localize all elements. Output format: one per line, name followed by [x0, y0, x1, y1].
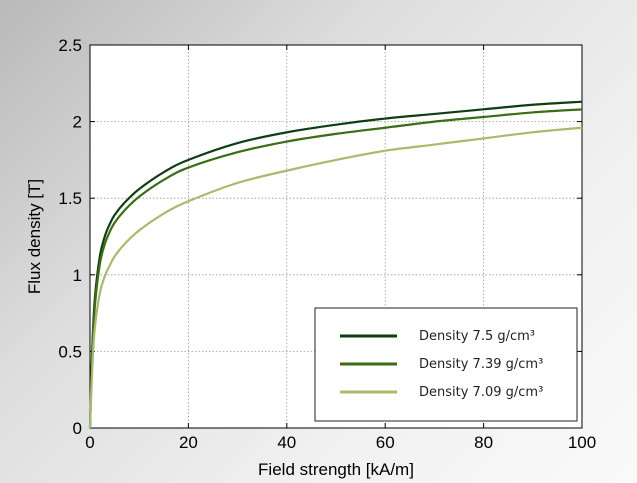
series-lines [88, 100, 583, 429]
x-tick-label: 80 [474, 433, 493, 452]
y-tick-label: 0.5 [58, 342, 82, 361]
y-axis-label: Flux density [T] [25, 179, 44, 294]
series-line-3 [88, 126, 583, 429]
x-axis-label: Field strength [kA/m] [258, 460, 414, 479]
y-tick-label: 1.5 [58, 189, 82, 208]
x-tick-label: 40 [277, 433, 296, 452]
y-tick-label: 0 [73, 419, 82, 438]
series-line-2 [88, 108, 583, 429]
legend: Density 7.5 g/cm³ Density 7.39 g/cm³ Densi… [314, 307, 578, 422]
x-tick-label: 0 [85, 433, 94, 452]
series-line-1 [88, 100, 583, 429]
y-tick-label: 2 [73, 113, 82, 132]
legend-label-1: Density 7.5 g/cm³ [419, 329, 535, 344]
plot-frame [89, 44, 583, 429]
axis-ticks: 0 20 40 60 80 100 0 0.5 1 1.5 2 2.5 [58, 36, 596, 452]
x-tick-label: 20 [179, 433, 198, 452]
y-tick-label: 1 [73, 266, 82, 285]
legend-label-3: Density 7.09 g/cm³ [419, 385, 543, 400]
legend-label-2: Density 7.39 g/cm³ [419, 357, 543, 372]
x-tick-label: 60 [376, 433, 395, 452]
x-tick-label: 100 [568, 433, 596, 452]
y-tick-label: 2.5 [58, 36, 82, 55]
